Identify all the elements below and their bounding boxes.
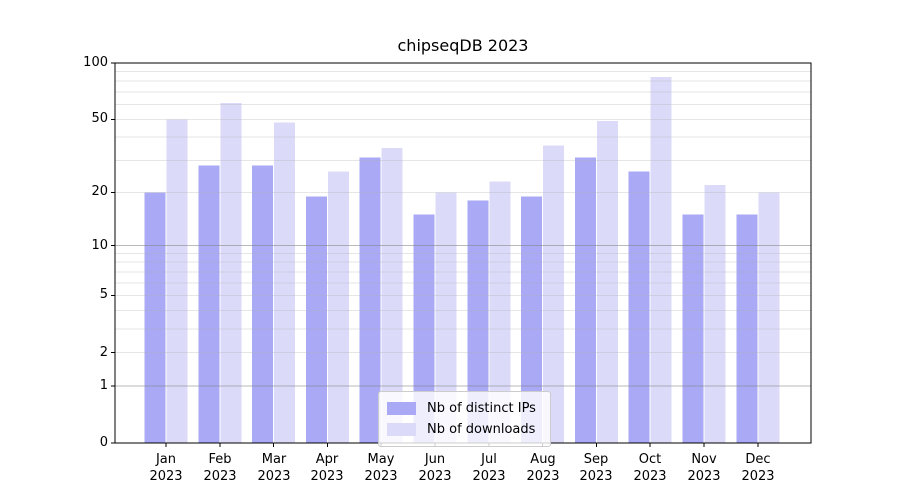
bar-downloads xyxy=(220,103,242,443)
bar-distinct-ips xyxy=(574,157,596,443)
legend-label-distinct-ips: Nb of distinct IPs xyxy=(427,401,536,416)
y-tick-label: 5 xyxy=(99,287,108,302)
x-tick-year: 2023 xyxy=(310,468,344,484)
x-tick-label: Jul 2023 xyxy=(461,452,517,485)
bar-downloads xyxy=(166,119,188,444)
x-tick-label: Oct 2023 xyxy=(622,452,678,485)
legend-item-distinct-ips: Nb of distinct IPs xyxy=(387,398,536,419)
x-tick-year: 2023 xyxy=(741,468,775,484)
x-tick-label: Sep 2023 xyxy=(568,452,624,485)
legend: Nb of distinct IPs Nb of downloads xyxy=(378,391,551,447)
x-tick-year: 2023 xyxy=(633,468,667,484)
legend-swatch-downloads xyxy=(387,423,416,436)
bar-downloads xyxy=(489,181,511,444)
bar-distinct-ips xyxy=(144,192,166,443)
bar-distinct-ips xyxy=(305,196,327,443)
y-tick-label: 20 xyxy=(91,184,108,199)
x-tick-label: Aug 2023 xyxy=(515,452,571,485)
bar-downloads xyxy=(704,184,726,444)
bar-distinct-ips xyxy=(198,165,220,443)
bar-downloads xyxy=(274,122,296,443)
legend-swatch-distinct-ips xyxy=(387,402,416,415)
bar-downloads xyxy=(596,120,618,444)
y-tick-label: 100 xyxy=(83,55,108,70)
x-tick-year: 2023 xyxy=(472,468,506,484)
x-tick-year: 2023 xyxy=(149,468,183,484)
x-tick-year: 2023 xyxy=(526,468,560,484)
bar-distinct-ips xyxy=(359,157,381,443)
bar-distinct-ips xyxy=(628,171,650,443)
x-tick-year: 2023 xyxy=(364,468,398,484)
bar-distinct-ips xyxy=(467,200,489,443)
x-tick-year: 2023 xyxy=(203,468,237,484)
x-tick-year: 2023 xyxy=(687,468,721,484)
bar-distinct-ips xyxy=(521,196,543,443)
x-tick-label: Jun 2023 xyxy=(407,452,463,485)
y-tick-label: 2 xyxy=(99,345,108,360)
x-tick-label: Apr 2023 xyxy=(299,452,355,485)
bar-downloads xyxy=(650,77,672,443)
x-tick-year: 2023 xyxy=(418,468,452,484)
bar-downloads xyxy=(381,147,403,443)
x-tick-label: Feb 2023 xyxy=(192,452,248,485)
x-tick-label: Nov 2023 xyxy=(676,452,732,485)
bar-downloads xyxy=(758,192,780,443)
legend-item-downloads: Nb of downloads xyxy=(387,419,536,440)
legend-label-downloads: Nb of downloads xyxy=(427,422,536,437)
x-tick-label: Mar 2023 xyxy=(246,452,302,485)
x-tick-year: 2023 xyxy=(257,468,291,484)
x-tick-label: Dec 2023 xyxy=(730,452,786,485)
bar-downloads xyxy=(435,192,457,443)
y-tick-label: 10 xyxy=(91,238,108,253)
chart-title: chipseqDB 2023 xyxy=(397,36,529,55)
y-tick-label: 0 xyxy=(99,435,108,450)
y-tick-label: 50 xyxy=(91,111,108,126)
x-tick-year: 2023 xyxy=(579,468,613,484)
bar-downloads xyxy=(543,145,565,443)
bar-distinct-ips xyxy=(252,165,274,443)
x-tick-label: May 2023 xyxy=(353,452,409,485)
bar-downloads xyxy=(327,171,349,443)
y-tick-label: 1 xyxy=(99,378,108,393)
x-tick-label: Jan 2023 xyxy=(138,452,194,485)
